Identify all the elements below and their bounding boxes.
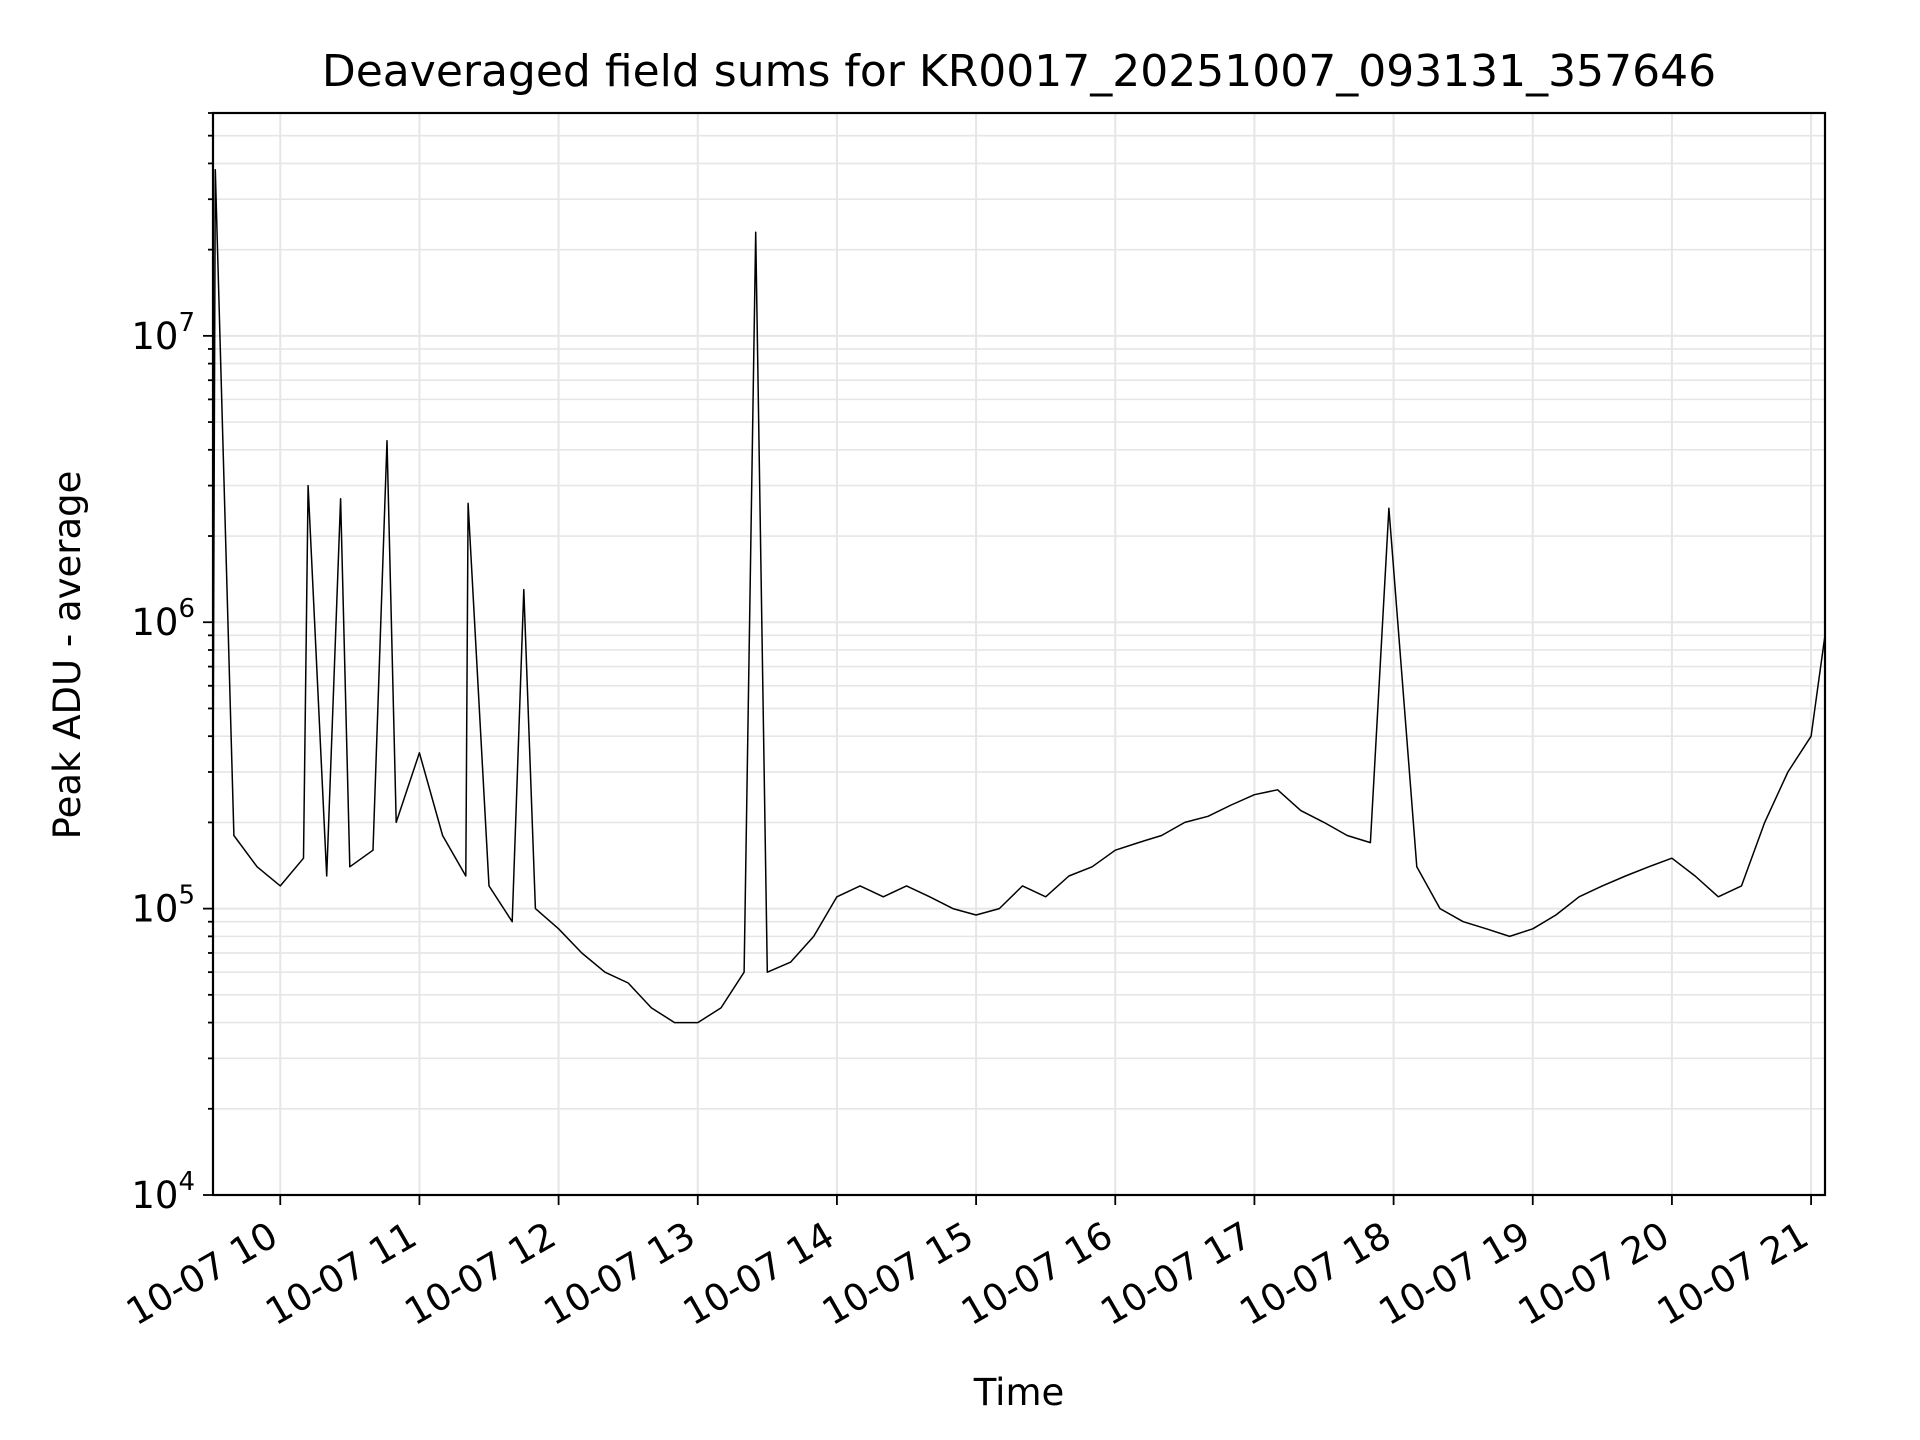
- grid-lines: [213, 112, 1825, 1196]
- x-axis-label: Time: [973, 1371, 1065, 1414]
- y-tick-label: 105: [131, 881, 195, 931]
- y-tick-label: 104: [131, 1167, 195, 1217]
- axis-ticks: [203, 112, 1812, 1205]
- series-line-group: [212, 169, 1826, 1024]
- y-tick-labels: 104 105 106 107: [131, 308, 195, 1217]
- chart-title: Deaveraged field sums for KR0017_2025100…: [322, 46, 1716, 97]
- y-axis-label: Peak ADU - average: [46, 471, 89, 840]
- series-line: [212, 169, 1826, 1024]
- y-tick-label: 106: [131, 594, 195, 644]
- y-tick-label: 107: [131, 308, 195, 358]
- plot-frame: [211, 111, 1827, 1197]
